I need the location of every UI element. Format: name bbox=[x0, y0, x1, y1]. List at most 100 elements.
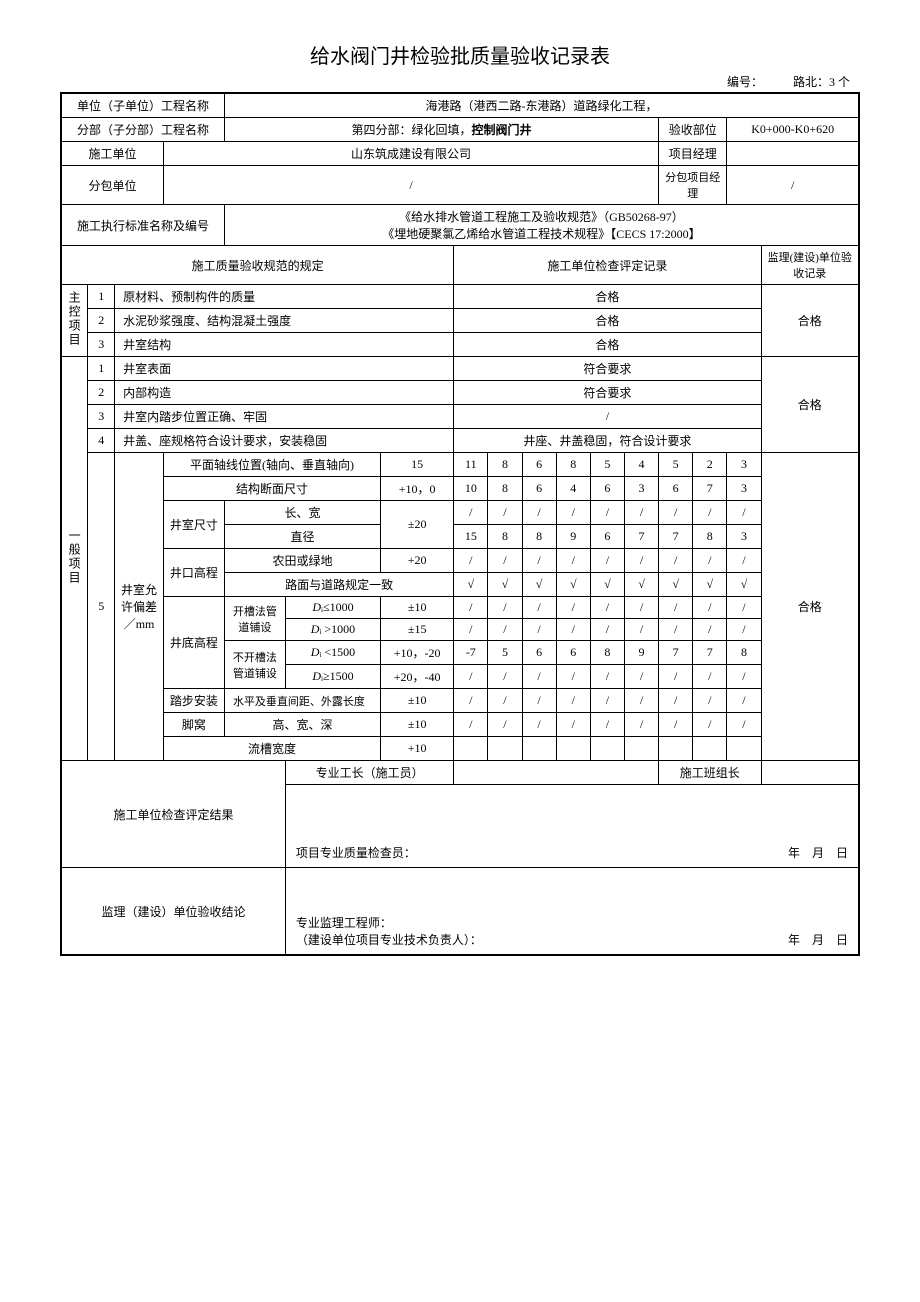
mc-row-item: 水泥砂浆强度、结构混凝土强度 bbox=[115, 309, 454, 333]
label-team: 施工班组长 bbox=[659, 761, 761, 785]
m-v: / bbox=[727, 713, 761, 737]
m-item: 流槽宽度 bbox=[163, 737, 380, 761]
m-v: 5 bbox=[488, 641, 522, 665]
m-v: 6 bbox=[590, 525, 624, 549]
m-v bbox=[454, 737, 488, 761]
value-foreman bbox=[454, 761, 659, 785]
m-item: 高、宽、深 bbox=[224, 713, 380, 737]
m-v: / bbox=[556, 665, 590, 689]
m-v bbox=[556, 737, 590, 761]
m-v: √ bbox=[659, 573, 693, 597]
m-v: / bbox=[488, 619, 522, 641]
m-v bbox=[488, 737, 522, 761]
m-v bbox=[659, 737, 693, 761]
m-v: / bbox=[659, 619, 693, 641]
m-v: / bbox=[727, 689, 761, 713]
m-v: 4 bbox=[624, 453, 658, 477]
m-group: 脚窝 bbox=[163, 713, 224, 737]
doc-number-line: 编号： 路北：3 个 bbox=[60, 73, 860, 90]
m-v: 5 bbox=[659, 453, 693, 477]
m-v bbox=[522, 737, 556, 761]
m-v: / bbox=[590, 549, 624, 573]
m-v: / bbox=[522, 689, 556, 713]
m-v: / bbox=[454, 597, 488, 619]
sup-signer-l2: （建设单位项目专业技术负责人）： bbox=[296, 931, 482, 948]
m-v: 3 bbox=[624, 477, 658, 501]
m-v: 6 bbox=[590, 477, 624, 501]
m-v: 3 bbox=[727, 453, 761, 477]
m-v: √ bbox=[624, 573, 658, 597]
m-group: 井底高程 bbox=[163, 597, 224, 689]
doc-number-prefix: 编号： bbox=[727, 75, 763, 89]
result-sign-block: 项目专业质量检查员： 年 月 日 bbox=[285, 785, 859, 868]
m-v: / bbox=[590, 665, 624, 689]
m-v: 3 bbox=[727, 477, 761, 501]
g-row-num: 3 bbox=[88, 405, 115, 429]
label-subcontract: 分包单位 bbox=[61, 166, 163, 205]
doc-number-suffix: 路北：3 个 bbox=[793, 75, 850, 89]
m-v: √ bbox=[488, 573, 522, 597]
g-row-num: 2 bbox=[88, 381, 115, 405]
m-v: 8 bbox=[488, 453, 522, 477]
m-v bbox=[624, 737, 658, 761]
value-pm bbox=[727, 142, 859, 166]
m-tol: +20，-40 bbox=[381, 665, 454, 689]
value-unit-project: 海港路（港西二路-东港路）道路绿化工程， bbox=[224, 93, 859, 118]
m-v: / bbox=[454, 549, 488, 573]
mc-row-check: 合格 bbox=[454, 285, 761, 309]
g-sup-bottom: 合格 bbox=[761, 453, 859, 761]
m-v: / bbox=[693, 549, 727, 573]
m-v: / bbox=[727, 597, 761, 619]
m-v: / bbox=[590, 713, 624, 737]
m-v: 8 bbox=[556, 453, 590, 477]
m-sub: 不开槽法管道铺设 bbox=[224, 641, 285, 689]
m-v: / bbox=[693, 713, 727, 737]
m-item: Dᵢ≥1500 bbox=[285, 665, 380, 689]
m-v: 10 bbox=[454, 477, 488, 501]
mc-sup: 合格 bbox=[761, 285, 859, 357]
m-v: / bbox=[522, 619, 556, 641]
m-v: / bbox=[624, 549, 658, 573]
col-header-check: 施工单位检查评定记录 bbox=[454, 246, 761, 285]
m-v: / bbox=[727, 501, 761, 525]
m-v: / bbox=[624, 619, 658, 641]
m-v: / bbox=[659, 713, 693, 737]
m-v: 6 bbox=[556, 641, 590, 665]
m-v: / bbox=[727, 665, 761, 689]
m-v: / bbox=[522, 713, 556, 737]
m-v: 6 bbox=[522, 641, 556, 665]
g-row-check: / bbox=[454, 405, 761, 429]
m-v: / bbox=[522, 597, 556, 619]
label-sup-conclusion: 监理（建设）单位验收结论 bbox=[61, 868, 285, 956]
m-v: / bbox=[522, 501, 556, 525]
m-v: √ bbox=[454, 573, 488, 597]
m-v: / bbox=[624, 689, 658, 713]
g-row-check: 符合要求 bbox=[454, 357, 761, 381]
value-team bbox=[761, 761, 859, 785]
g-row-item: 井室内踏步位置正确、牢固 bbox=[115, 405, 454, 429]
g-row-num: 4 bbox=[88, 429, 115, 453]
m-v: 8 bbox=[522, 525, 556, 549]
m-v: / bbox=[624, 597, 658, 619]
value-sub-pm: / bbox=[727, 166, 859, 205]
g-row-item: 井盖、座规格符合设计要求，安装稳固 bbox=[115, 429, 454, 453]
label-pm: 项目经理 bbox=[659, 142, 727, 166]
value-subcontract: / bbox=[163, 166, 658, 205]
g-row-num: 1 bbox=[88, 357, 115, 381]
m-v: / bbox=[488, 713, 522, 737]
m-tol: ±10 bbox=[381, 713, 454, 737]
m-v: / bbox=[488, 597, 522, 619]
m-v: / bbox=[454, 619, 488, 641]
m-v: 11 bbox=[454, 453, 488, 477]
m-v: / bbox=[693, 665, 727, 689]
g5-side-label: 井室允许偏差／mm bbox=[115, 453, 164, 761]
m-v: / bbox=[659, 549, 693, 573]
m-v: / bbox=[727, 619, 761, 641]
g-row-item: 内部构造 bbox=[115, 381, 454, 405]
label-accept-part: 验收部位 bbox=[659, 118, 727, 142]
result-signer-label: 项目专业质量检查员： bbox=[296, 844, 416, 861]
m-item: Dᵢ≤1000 bbox=[285, 597, 380, 619]
value-standard: 《给水排水管道工程施工及验收规范》（GB50268-97） 《埋地硬聚氯乙烯给水… bbox=[224, 205, 859, 246]
m-v: / bbox=[659, 665, 693, 689]
label-foreman: 专业工长（施工员） bbox=[285, 761, 453, 785]
